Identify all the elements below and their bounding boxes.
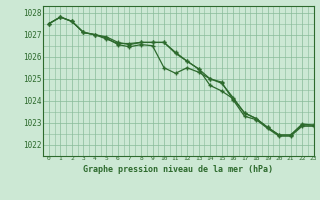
X-axis label: Graphe pression niveau de la mer (hPa): Graphe pression niveau de la mer (hPa) bbox=[84, 165, 273, 174]
